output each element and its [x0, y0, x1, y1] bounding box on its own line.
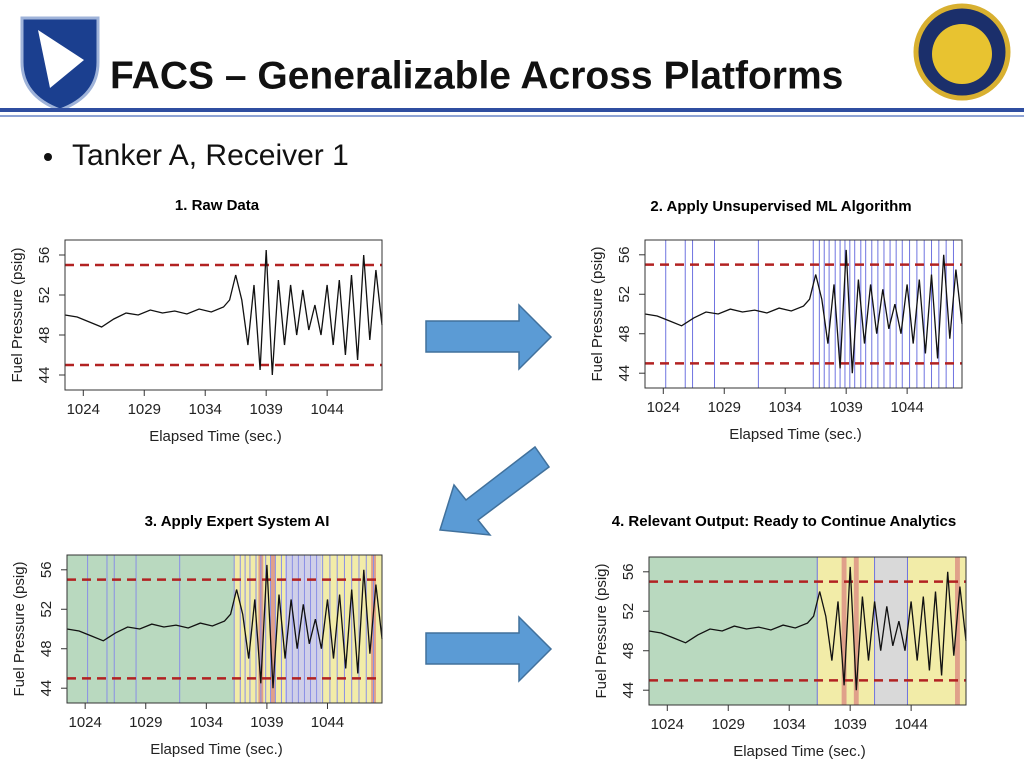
y-tick-label: 56: [38, 561, 55, 578]
y-tick-label: 44: [616, 365, 633, 382]
plot-frame: [644, 239, 963, 389]
y-tick-label: 48: [36, 327, 53, 344]
x-tick-label: 1044: [890, 399, 923, 416]
cluster-region: [649, 557, 818, 705]
y-tick-label: 48: [620, 642, 637, 659]
x-tick-label: 1029: [708, 399, 741, 416]
y-tick-label: 48: [38, 640, 55, 657]
arrow-right: [425, 615, 553, 683]
x-tick-label: 1024: [647, 399, 680, 416]
chart: 3. Apply Expert System AI 44 48 52 56 1024 102…: [11, 513, 383, 758]
cluster-region: [270, 555, 276, 703]
signal-line: [64, 249, 383, 376]
x-tick-label: 1039: [833, 716, 866, 733]
cluster-region: [285, 555, 322, 703]
x-tick-label: 1044: [310, 401, 343, 418]
y-tick-label: 48: [616, 325, 633, 342]
y-axis-label: Fuel Pressure (psig): [11, 561, 28, 696]
chart-title: 1. Raw Data: [175, 197, 260, 214]
chart-title: 4. Relevant Output: Ready to Continue An…: [612, 513, 957, 530]
y-tick-label: 52: [616, 286, 633, 303]
x-tick-label: 1034: [189, 401, 222, 418]
x-axis-label: Elapsed Time (sec.): [733, 743, 866, 760]
y-axis-label: Fuel Pressure (psig): [9, 247, 26, 382]
x-tick-label: 1034: [769, 399, 802, 416]
cluster-region: [853, 557, 859, 705]
y-tick-label: 52: [620, 603, 637, 620]
x-tick-label: 1044: [894, 716, 927, 733]
chart-title: 3. Apply Expert System AI: [145, 513, 330, 530]
x-tick-label: 1029: [129, 714, 162, 731]
y-axis-label: Fuel Pressure (psig): [589, 246, 606, 381]
logo-emblem: [38, 30, 84, 88]
left-logo: [20, 16, 100, 112]
signal-line: [644, 249, 963, 374]
signal-line: [648, 566, 967, 691]
signal-line: [66, 564, 383, 689]
y-tick-label: 56: [36, 247, 53, 264]
x-tick-label: 1044: [311, 714, 344, 731]
y-tick-label: 44: [620, 682, 637, 699]
plot-frame: [64, 239, 383, 391]
bullet-dot: [44, 153, 52, 161]
y-tick-label: 56: [616, 246, 633, 263]
chart: 1. Raw Data 44 48 52 56 1024 1029 1034 1039 1044 E…: [9, 197, 383, 445]
chart-title: 2. Apply Unsupervised ML Algorithm: [650, 198, 911, 215]
y-tick-label: 52: [38, 601, 55, 618]
x-axis-label: Elapsed Time (sec.): [149, 428, 282, 445]
x-tick-label: 1024: [68, 714, 101, 731]
cluster-region: [841, 557, 847, 705]
x-tick-label: 1034: [773, 716, 806, 733]
y-tick-label: 44: [38, 680, 55, 697]
x-tick-label: 1024: [67, 401, 100, 418]
x-axis-label: Elapsed Time (sec.): [150, 741, 283, 758]
y-tick-label: 56: [620, 563, 637, 580]
y-axis-label: Fuel Pressure (psig): [593, 563, 610, 698]
x-tick-label: 1039: [249, 401, 282, 418]
chart: 2. Apply Unsupervised ML Algorithm 44 48 52…: [589, 198, 963, 443]
cluster-region: [955, 557, 960, 705]
arrows: [425, 303, 553, 683]
slide-title: FACS – Generalizable Across Platforms: [110, 54, 843, 97]
bullet-text: Tanker A, Receiver 1: [72, 139, 349, 172]
y-tick-label: 44: [36, 367, 53, 384]
x-axis-label: Elapsed Time (sec.): [729, 426, 862, 443]
x-tick-label: 1039: [829, 399, 862, 416]
chart: 4. Relevant Output: Ready to Continue An…: [593, 513, 967, 760]
x-tick-label: 1024: [651, 716, 684, 733]
right-logo: [913, 3, 1011, 101]
x-tick-label: 1039: [250, 714, 283, 731]
y-tick-label: 52: [36, 287, 53, 304]
cluster-region: [67, 555, 235, 703]
x-tick-label: 1034: [190, 714, 223, 731]
arrow-right: [425, 303, 553, 371]
arrow-down-left: [439, 445, 551, 536]
logo-center: [932, 24, 992, 84]
x-tick-label: 1029: [712, 716, 745, 733]
plot-frame: [66, 554, 383, 704]
x-tick-label: 1029: [128, 401, 161, 418]
plot-frame: [648, 556, 967, 706]
